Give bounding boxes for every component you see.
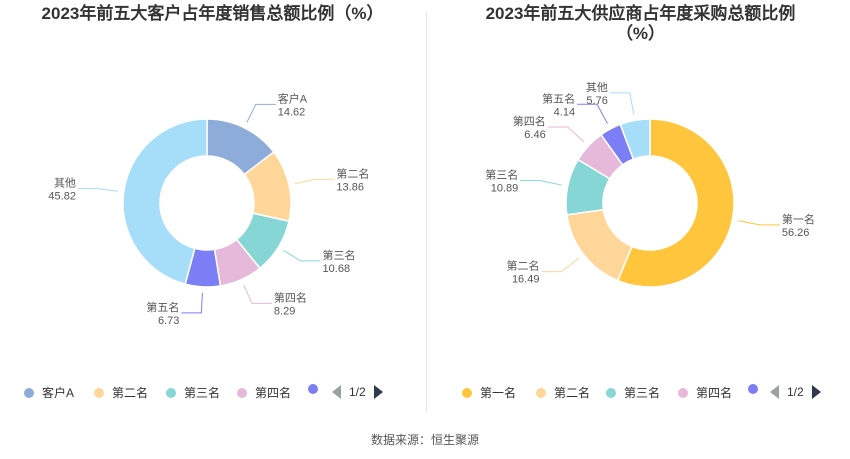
legend: 第一名 第二名 第三名 第四名 1/2 (428, 384, 850, 404)
slice-category-label: 第三名 (323, 248, 356, 262)
slice-category-label: 第二名 (336, 166, 369, 180)
legend-label: 第二名 (554, 386, 591, 400)
legend-swatch (237, 387, 247, 398)
legend-swatch (748, 384, 758, 394)
slice-value-label: 10.68 (323, 263, 351, 275)
legend-item-third[interactable]: 第三名 (166, 384, 220, 401)
legend-label: 第四名 (696, 386, 733, 400)
slice-category-label: 第一名 (782, 212, 815, 226)
slice-category-label: 第二名 (506, 259, 539, 273)
next-page-icon[interactable] (373, 385, 383, 399)
slice-value-label: 5.76 (586, 95, 607, 107)
leader-line-0 (246, 103, 276, 123)
customer-chart-panel: 2023年前五大客户占年度销售总额比例（%） 客户A 14.62 第二名 13.86 第… (0, 0, 425, 430)
leader-line-4 (181, 292, 203, 314)
panel-divider (426, 12, 427, 412)
legend-item-first[interactable]: 第一名 (462, 384, 516, 401)
leader-line-1 (294, 178, 335, 185)
legend-swatch (94, 387, 104, 398)
leader-line-2 (520, 180, 562, 186)
slice-category-label: 第三名 (485, 168, 518, 182)
legend-pager: 1/2 (770, 385, 821, 399)
legend-label: 第三名 (624, 386, 661, 400)
legend-swatch (536, 387, 546, 398)
slice-value-label: 6.73 (158, 315, 179, 327)
supplier-chart-panel: 2023年前五大供应商占年度采购总额比例（%） 第一名 56.26 第二名 16.49… (428, 0, 850, 430)
legend-swatch (308, 384, 318, 394)
slice-value-label: 6.46 (524, 129, 545, 141)
leader-line-2 (283, 249, 321, 262)
legend-item-fifth[interactable] (308, 384, 318, 394)
legend-pager: 1/2 (332, 385, 383, 399)
leader-line-3 (243, 284, 272, 304)
legend-swatch (606, 387, 616, 398)
slice-category-label: 第五名 (542, 91, 575, 105)
legend-label: 第一名 (480, 386, 517, 400)
slice-category-label: 第四名 (274, 290, 307, 304)
slice-value-label: 14.62 (278, 106, 306, 118)
leader-line-5 (77, 188, 118, 192)
legend: 客户A 第二名 第三名 第四名 1/2 (0, 384, 425, 404)
slice-value-label: 13.86 (336, 181, 364, 193)
slice-category-label: 其他 (54, 177, 76, 190)
legend-label: 第四名 (255, 386, 292, 400)
legend-item-customer-a[interactable]: 客户A (24, 384, 74, 401)
legend-page-indicator: 1/2 (787, 385, 804, 399)
legend-label: 客户A (42, 386, 75, 400)
legend-swatch (24, 387, 34, 398)
legend-item-second[interactable]: 第二名 (94, 384, 148, 401)
legend-swatch (678, 387, 688, 398)
prev-page-icon[interactable] (770, 385, 779, 399)
legend-item-second[interactable]: 第二名 (536, 384, 590, 401)
legend-swatch (462, 387, 472, 398)
slice-1[interactable] (565, 208, 633, 282)
leader-line-5 (609, 92, 635, 115)
leader-line-4 (577, 103, 608, 124)
legend-item-fourth[interactable]: 第四名 (678, 384, 732, 401)
leader-line-1 (541, 257, 580, 273)
leader-line-0 (738, 220, 780, 226)
slice-value-label: 16.49 (512, 274, 540, 286)
legend-label: 第二名 (112, 386, 149, 400)
legend-item-fourth[interactable]: 第四名 (237, 384, 291, 401)
slice-5[interactable] (619, 118, 651, 161)
legend-swatch (166, 387, 176, 398)
legend-item-third[interactable]: 第三名 (606, 384, 660, 401)
slice-category-label: 第五名 (146, 300, 179, 314)
slice-value-label: 8.29 (274, 305, 295, 317)
slice-0[interactable] (616, 118, 735, 288)
slice-value-label: 45.82 (48, 191, 76, 203)
slice-category-label: 第四名 (513, 114, 546, 128)
chart-title: 2023年前五大客户占年度销售总额比例（%） (41, 4, 384, 23)
legend-item-fifth[interactable] (748, 384, 758, 394)
leader-line-3 (547, 126, 585, 143)
slice-value-label: 4.14 (554, 106, 575, 118)
slice-value-label: 10.89 (491, 183, 519, 195)
legend-label: 第三名 (184, 386, 221, 400)
data-source-note: 数据来源：恒生聚源 (370, 433, 479, 447)
slice-category-label: 其他 (586, 81, 608, 94)
legend-page-indicator: 1/2 (349, 385, 366, 399)
slice-value-label: 56.26 (782, 227, 810, 239)
prev-page-icon[interactable] (332, 385, 341, 399)
slice-5[interactable] (122, 118, 208, 286)
slice-category-label: 客户A (278, 91, 308, 105)
chart-title: 2023年前五大供应商占年度采购总额比例（%） (485, 4, 796, 43)
next-page-icon[interactable] (811, 385, 821, 399)
